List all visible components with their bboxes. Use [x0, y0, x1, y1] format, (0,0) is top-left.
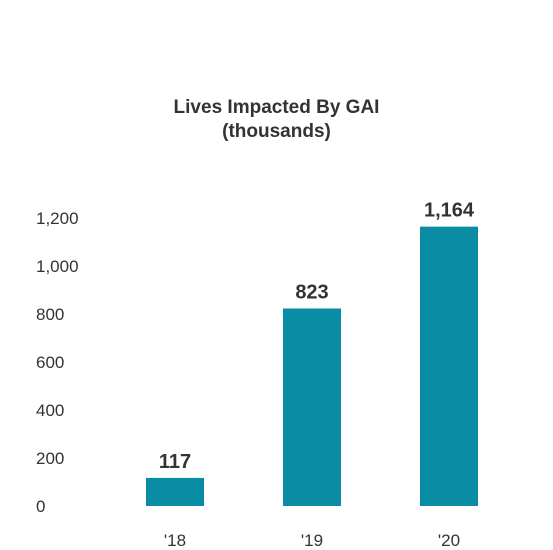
y-tick-label: 0 [36, 497, 45, 516]
y-tick-label: 1,000 [36, 257, 79, 276]
y-tick-label: 400 [36, 401, 64, 420]
bar [146, 477, 204, 506]
data-label: 823 [295, 281, 328, 303]
bars [146, 226, 478, 506]
chart-subtitle: (thousands) [222, 121, 331, 142]
x-tick-label: '20 [438, 531, 460, 550]
data-labels: 117 823 1,164 [159, 200, 475, 473]
bar [283, 308, 341, 506]
x-tick-label: '19 [301, 531, 323, 550]
y-axis: 0 200 400 600 800 1,000 1,200 [36, 209, 79, 516]
data-label: 117 [159, 451, 191, 473]
y-tick-label: 800 [36, 305, 64, 324]
x-tick-label: '18 [164, 531, 186, 550]
data-label: 1,164 [424, 200, 475, 222]
y-tick-label: 600 [36, 353, 64, 372]
y-tick-label: 200 [36, 449, 64, 468]
x-axis: '18 '19 '20 [164, 531, 460, 550]
bar [420, 226, 478, 506]
chart-title: Lives Impacted By GAI [173, 97, 380, 118]
y-tick-label: 1,200 [36, 209, 79, 228]
